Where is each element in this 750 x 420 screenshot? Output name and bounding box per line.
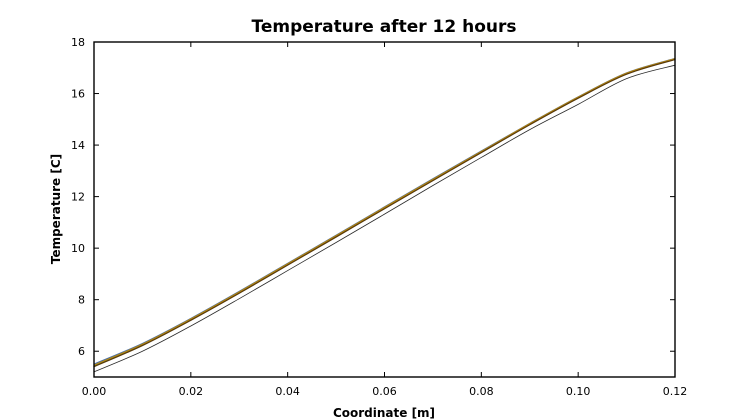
x-tick-label-6: 0.12 bbox=[663, 385, 688, 398]
y-tick-label-4: 14 bbox=[71, 139, 85, 152]
series-line-2 bbox=[93, 58, 676, 367]
x-axis: 0.00 0.02 0.04 0.06 0.08 0.10 0.12 bbox=[82, 42, 688, 398]
x-tick-label-2: 0.04 bbox=[275, 385, 300, 398]
y-tick-label-5: 16 bbox=[71, 88, 85, 101]
y-tick-label-6: 18 bbox=[71, 36, 85, 49]
series-layer bbox=[93, 57, 676, 373]
y-axis-label: Temperature [C] bbox=[49, 154, 63, 264]
x-tick-label-1: 0.02 bbox=[179, 385, 204, 398]
x-tick-label-3: 0.06 bbox=[372, 385, 397, 398]
x-axis-label: Coordinate [m] bbox=[333, 406, 435, 420]
x-tick-label-5: 0.10 bbox=[566, 385, 591, 398]
y-tick-label-1: 8 bbox=[78, 294, 85, 307]
series-line-4 bbox=[93, 58, 676, 368]
series-line-3 bbox=[93, 58, 676, 366]
series-line-1 bbox=[93, 57, 676, 365]
chart-title: Temperature after 12 hours bbox=[252, 17, 517, 37]
y-tick-label-2: 10 bbox=[71, 242, 85, 255]
y-tick-label-3: 12 bbox=[71, 191, 85, 204]
y-tick-label-0: 6 bbox=[78, 345, 85, 358]
x-tick-label-0: 0.00 bbox=[82, 385, 107, 398]
series-line-0 bbox=[93, 64, 676, 373]
x-tick-label-4: 0.08 bbox=[469, 385, 494, 398]
y-axis: 6 8 10 12 14 16 18 bbox=[71, 36, 675, 358]
